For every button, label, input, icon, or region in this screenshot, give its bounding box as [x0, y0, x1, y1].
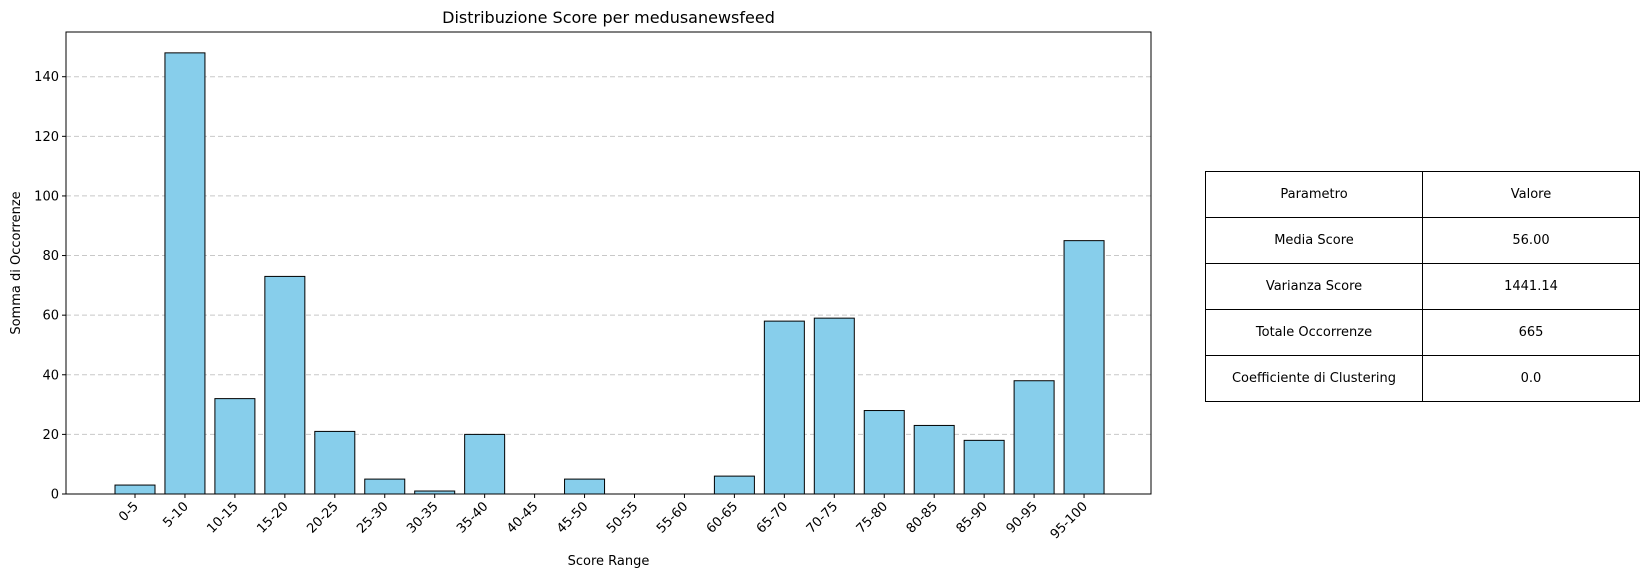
stats-param-cell: Varianza Score — [1205, 263, 1423, 310]
bar-80-85 — [913, 424, 955, 495]
grid-lines — [66, 76, 1151, 435]
x-axis-ticks: 0-5 5-10 10-15 15-20 20-25 25-30 30-35 35-40 40-… — [116, 494, 1091, 542]
x-tick-label: 60-65 — [704, 499, 741, 536]
x-tick-label: 25-30 — [354, 499, 391, 536]
x-tick-label: 30-35 — [404, 499, 441, 536]
bar-35-40 — [464, 433, 506, 495]
bar-70-75 — [813, 317, 855, 495]
x-tick-label: 15-20 — [254, 499, 291, 536]
bar-85-90 — [963, 439, 1005, 495]
bars — [114, 52, 1105, 495]
x-tick-label: 75-80 — [854, 499, 891, 536]
x-tick-label: 70-75 — [804, 499, 841, 536]
stats-param-cell: Totale Occorrenze — [1205, 309, 1423, 356]
x-tick-label: 20-25 — [304, 499, 341, 536]
x-tick-label: 65-70 — [754, 499, 791, 536]
y-axis-ticks: 0 20 40 60 80 100 120 140 — [34, 70, 66, 503]
y-tick-label: 60 — [42, 309, 59, 324]
y-tick-label: 40 — [42, 368, 59, 383]
stats-value-cell: Valore — [1422, 171, 1640, 218]
bar-0-5 — [114, 484, 156, 495]
y-tick-label: 0 — [51, 488, 59, 503]
y-tick-label: 80 — [42, 249, 59, 264]
bar-75-80 — [863, 410, 905, 495]
x-tick-label: 55-60 — [654, 499, 691, 536]
y-tick-label: 120 — [34, 130, 59, 145]
stats-param-cell: Coefficiente di Clustering — [1205, 355, 1423, 402]
stats-row: Coefficiente di Clustering 0.0 — [1205, 355, 1640, 402]
stats-value-cell: 0.0 — [1422, 355, 1640, 402]
bar-20-25 — [314, 430, 356, 495]
stats-param-cell: Media Score — [1205, 217, 1423, 264]
stats-value-cell: 665 — [1422, 309, 1640, 356]
x-tick-label: 85-90 — [954, 499, 991, 536]
x-tick-label: 50-55 — [604, 499, 641, 536]
x-tick-label: 40-45 — [504, 499, 541, 536]
bar-45-50 — [564, 478, 606, 495]
x-axis-label: Score Range — [568, 554, 650, 569]
stats-row: Varianza Score 1441.14 — [1205, 263, 1640, 310]
stats-row: Totale Occorrenze 665 — [1205, 309, 1640, 356]
x-tick-label: 90-95 — [1004, 499, 1041, 536]
x-tick-label: 0-5 — [116, 499, 142, 525]
stats-table-body: Parametro Valore Media Score 56.00 Varianza … — [1205, 171, 1640, 402]
stats-value-cell: 56.00 — [1422, 217, 1640, 264]
bar-10-15 — [214, 398, 256, 495]
stats-table: Parametro Valore Media Score 56.00 Varianza … — [1205, 171, 1640, 402]
plot-frame — [65, 31, 1152, 495]
y-tick-label: 20 — [42, 428, 59, 443]
bar-15-20 — [264, 275, 306, 495]
x-tick-label: 95-100 — [1048, 499, 1091, 542]
chart-title: Distribuzione Score per medusanewsfeed — [442, 8, 775, 27]
y-tick-label: 140 — [34, 70, 59, 85]
y-tick-label: 100 — [34, 189, 59, 204]
stats-header-row: Parametro Valore — [1205, 171, 1640, 218]
bar-60-65 — [713, 475, 755, 495]
bar-95-100 — [1063, 240, 1105, 495]
stats-row: Media Score 56.00 — [1205, 217, 1640, 264]
x-tick-label: 5-10 — [160, 499, 191, 530]
bar-65-70 — [763, 320, 805, 495]
bar-90-95 — [1013, 380, 1055, 495]
x-tick-label: 45-50 — [554, 499, 591, 536]
x-tick-label: 10-15 — [204, 499, 241, 536]
bar-25-30 — [364, 478, 406, 495]
y-axis-label: Somma di Occorrenze — [9, 191, 24, 334]
x-tick-label: 35-40 — [454, 499, 491, 536]
x-tick-label: 80-85 — [904, 499, 941, 536]
stats-value-cell: 1441.14 — [1422, 263, 1640, 310]
bar-5-10 — [164, 52, 206, 495]
stats-param-cell: Parametro — [1205, 171, 1423, 218]
